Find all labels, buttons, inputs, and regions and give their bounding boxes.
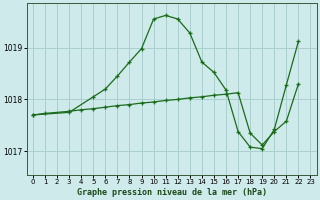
X-axis label: Graphe pression niveau de la mer (hPa): Graphe pression niveau de la mer (hPa) xyxy=(77,188,267,197)
